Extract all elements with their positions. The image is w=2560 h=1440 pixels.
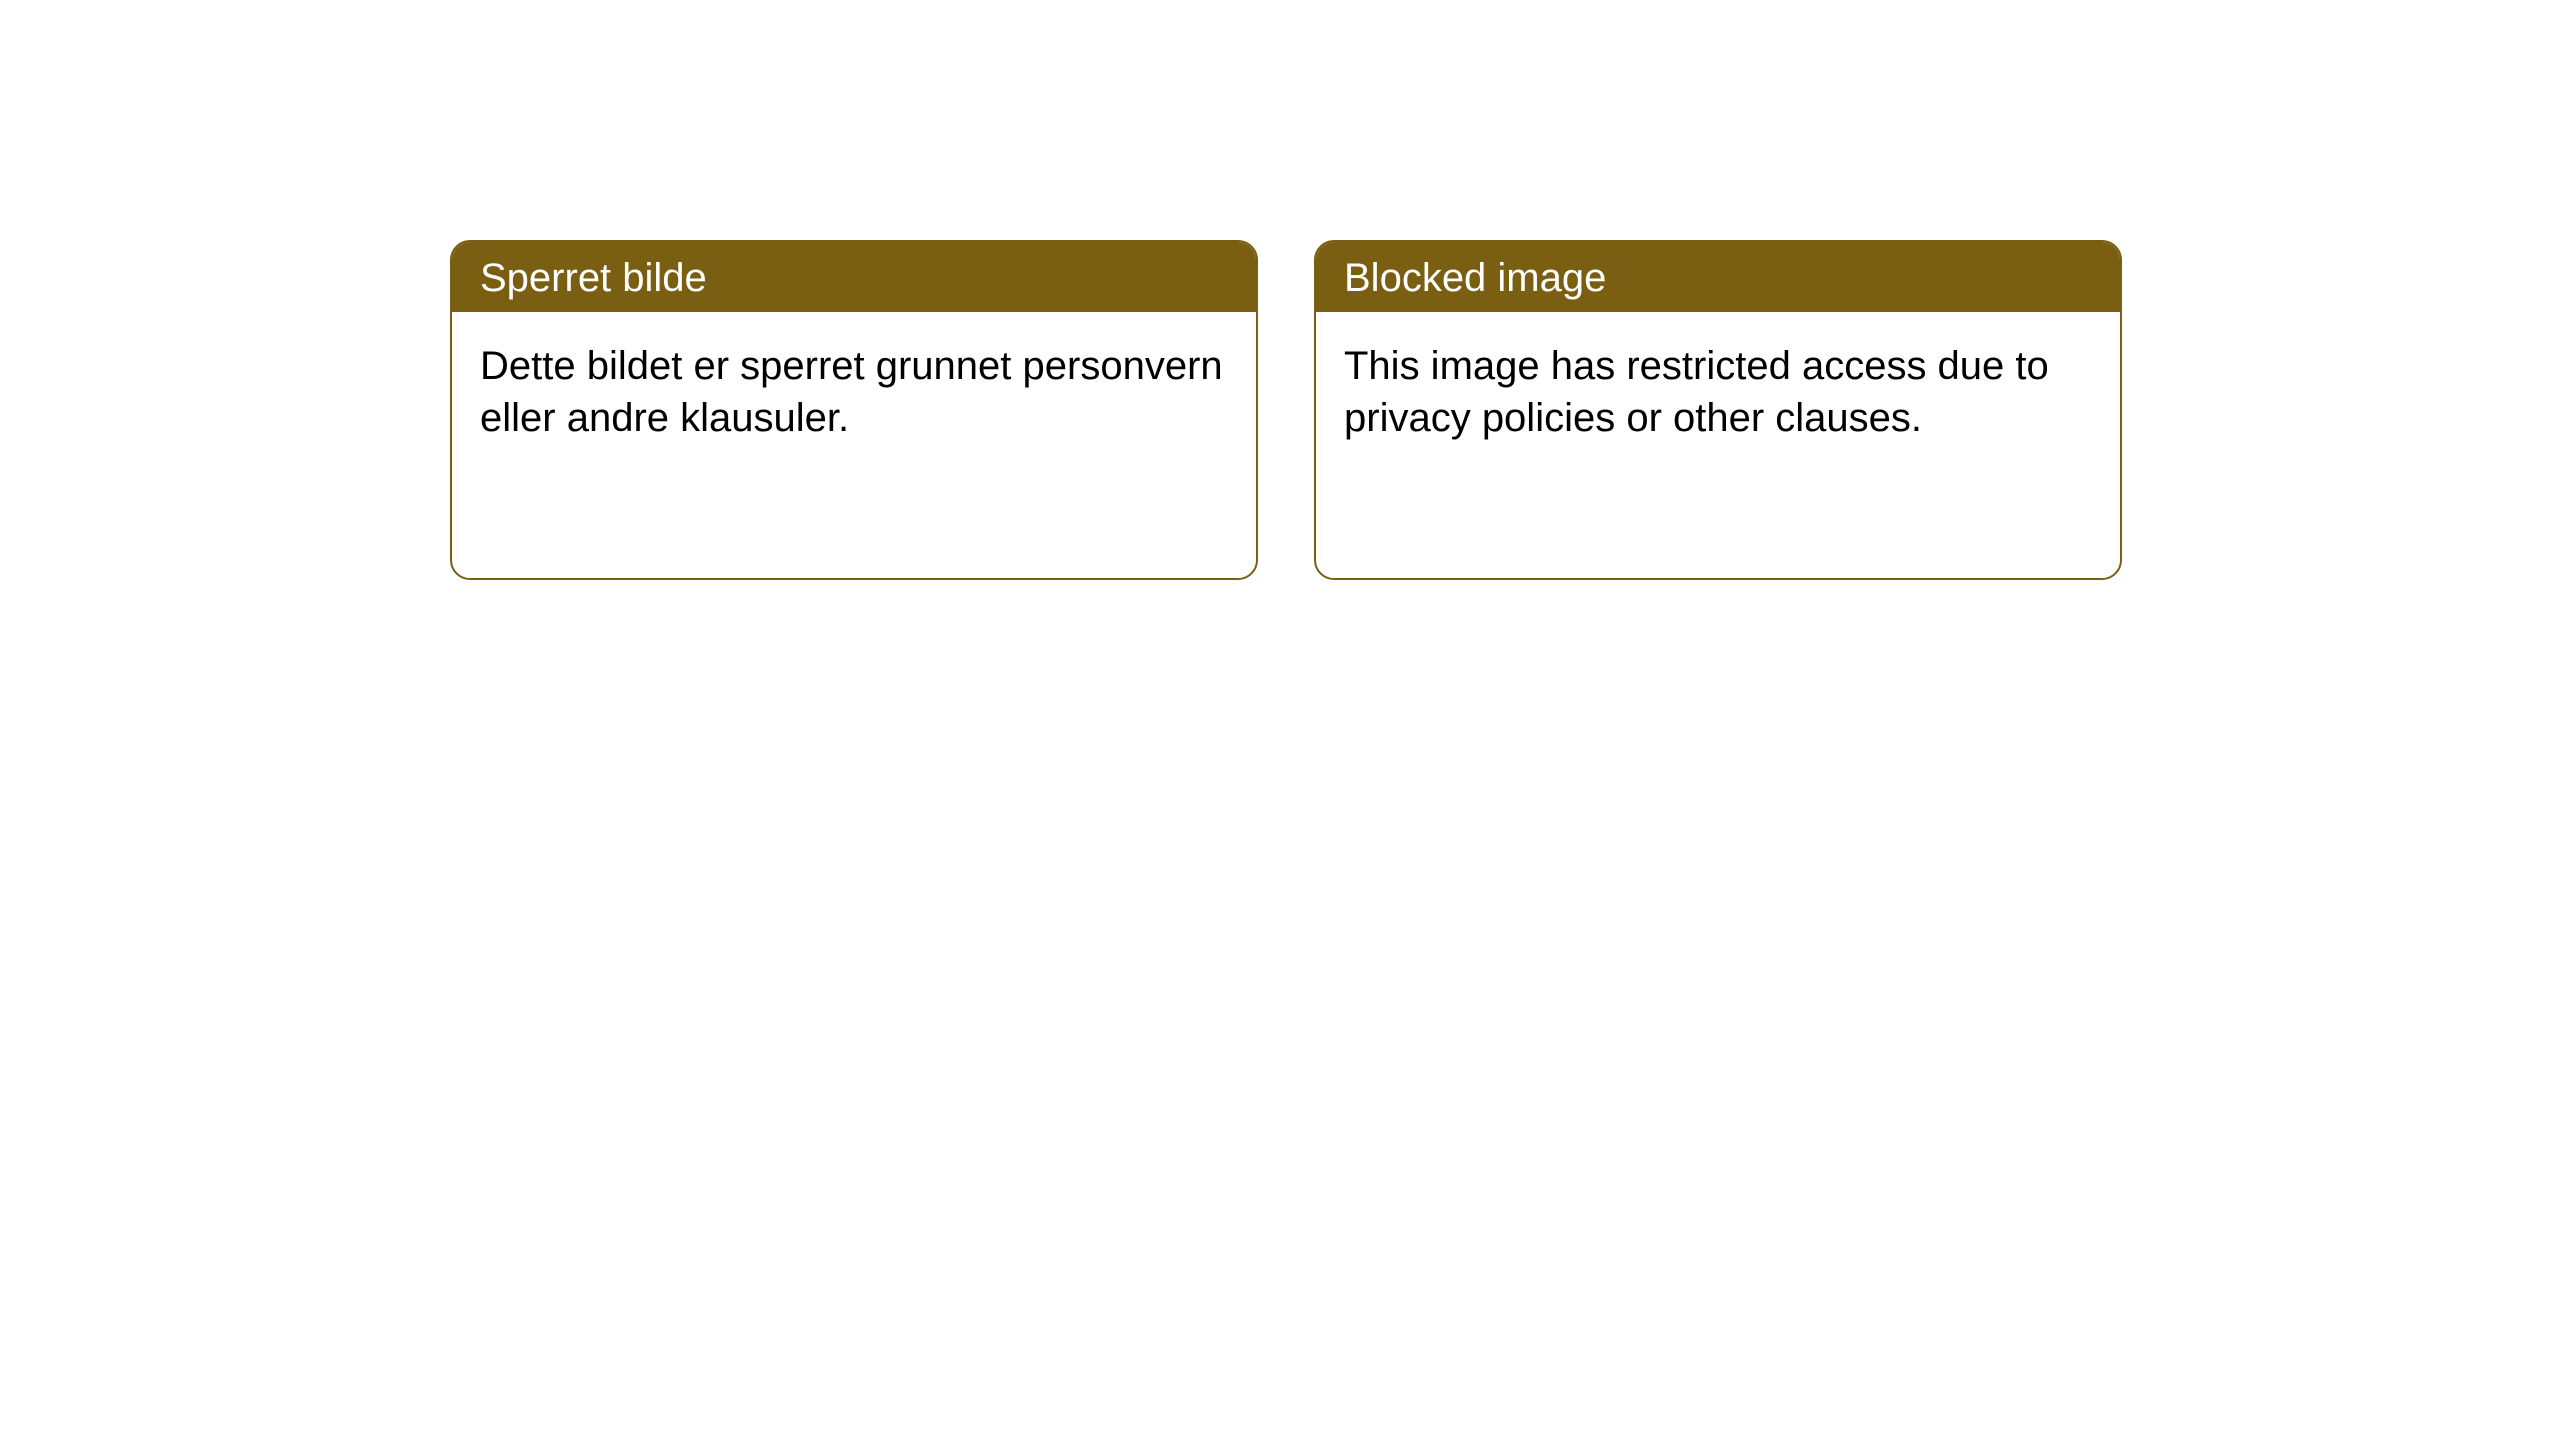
notice-card-body: This image has restricted access due to … (1316, 312, 2120, 472)
notice-cards-container: Sperret bilde Dette bildet er sperret gr… (450, 240, 2122, 580)
notice-card-header: Blocked image (1316, 242, 2120, 312)
notice-card-english: Blocked image This image has restricted … (1314, 240, 2122, 580)
notice-card-header: Sperret bilde (452, 242, 1256, 312)
notice-card-body: Dette bildet er sperret grunnet personve… (452, 312, 1256, 472)
notice-card-norwegian: Sperret bilde Dette bildet er sperret gr… (450, 240, 1258, 580)
